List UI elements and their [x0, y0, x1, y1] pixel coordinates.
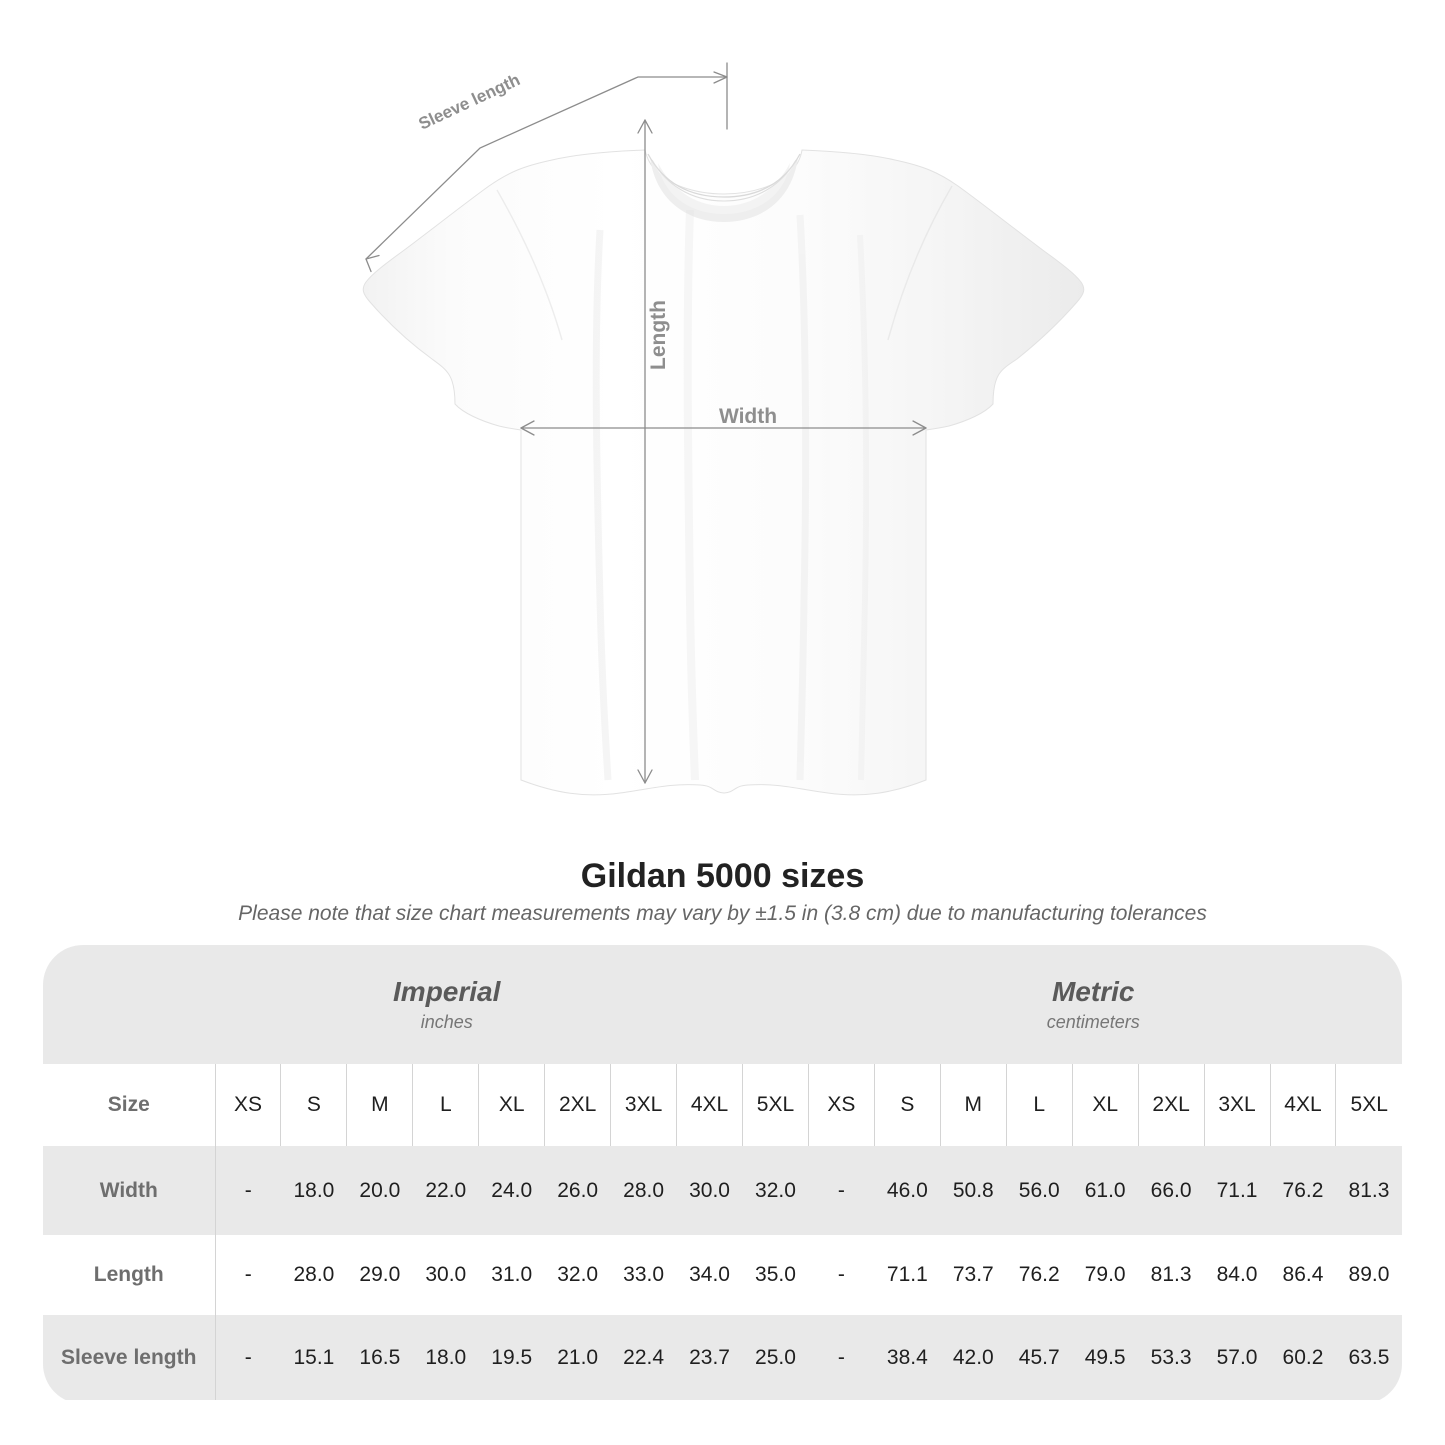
svg-text:Length: Length	[647, 300, 670, 370]
svg-text:Width: Width	[719, 405, 777, 428]
svg-text:Sleeve length: Sleeve length	[416, 70, 523, 134]
